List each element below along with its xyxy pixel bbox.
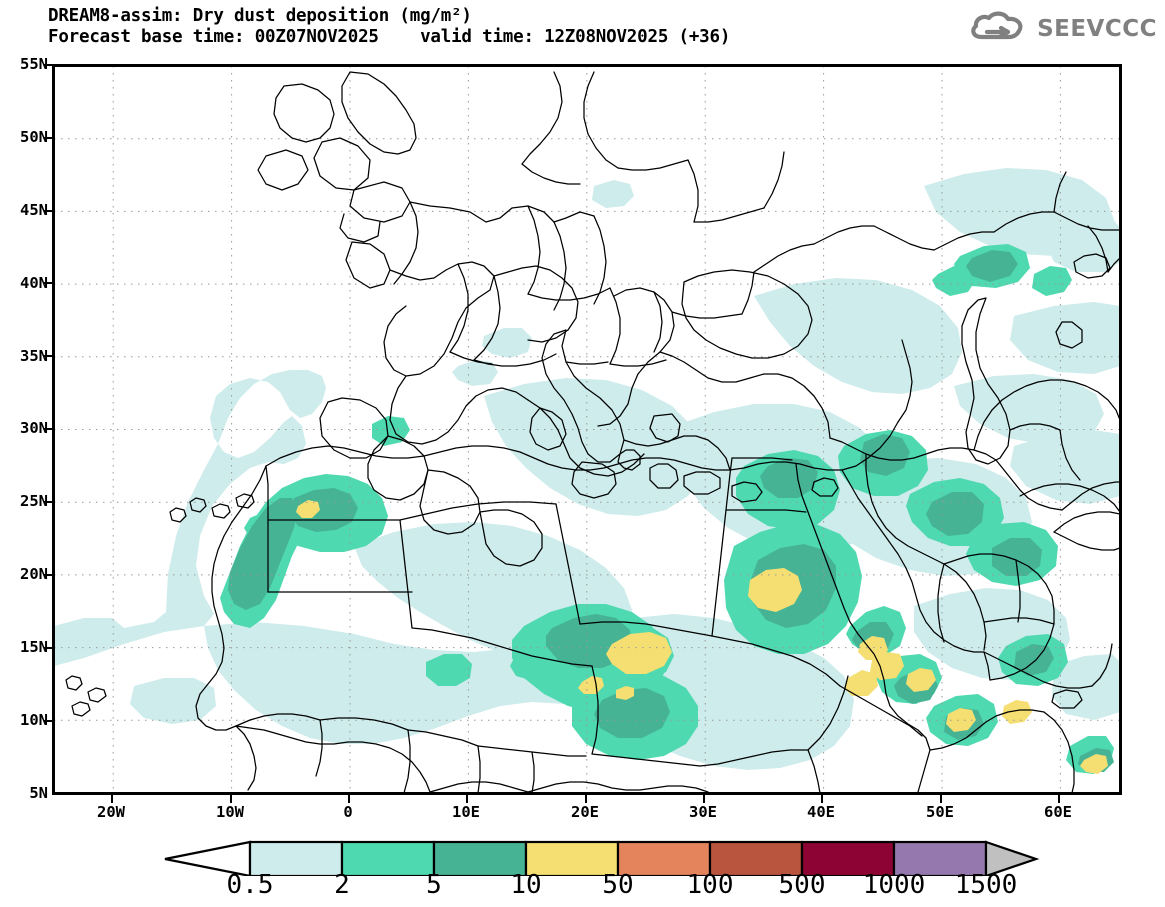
contour-band-10-50 [296,500,1108,774]
colorbar-over-arrow [984,840,1040,878]
y-tick-label-50n: 50N [20,128,48,146]
y-tick-label-30n: 30N [20,419,48,437]
x-tick-mark [940,795,942,803]
x-tick-label-60e: 60E [1044,803,1072,821]
y-tick-label-35n: 35N [20,347,48,365]
y-tick-label-55n: 55N [20,55,48,73]
colorbar-label-1500: 1500 [954,870,1018,900]
y-tick-mark [44,355,52,357]
map-plot-area [52,64,1122,795]
lat-lon-grid [54,66,1120,793]
y-tick-mark [44,210,52,212]
coastlines-and-borders [65,71,1120,793]
x-tick-mark [348,795,350,803]
colorbar-label-100: 100 [686,870,734,900]
y-tick-mark [44,137,52,139]
seevccc-logo: SEEVCCC [968,10,1157,48]
x-tick-label-10e: 10E [452,803,480,821]
x-tick-label-30e: 30E [689,803,717,821]
y-tick-mark [44,282,52,284]
x-tick-label-0: 0 [343,803,353,821]
colorbar-label-500: 500 [778,870,826,900]
x-tick-label-20w: 20W [97,803,125,821]
chart-title-block: DREAM8-assim: Dry dust deposition (mg/m²… [48,6,948,48]
x-tick-mark [230,795,232,803]
colorbar-block-500-1000 [800,840,896,878]
x-tick-mark [466,795,468,803]
colorbar-label-5: 5 [426,870,442,900]
forecast-time-subtitle: Forecast base time: 00Z07NOV2025 valid t… [48,27,731,47]
y-tick-mark [44,647,52,649]
y-tick-label-20n: 20N [20,565,48,583]
x-tick-mark [1058,795,1060,803]
x-tick-mark [111,795,113,803]
y-tick-mark [44,574,52,576]
y-tick-label-45n: 45N [20,201,48,219]
x-tick-label-10w: 10W [216,803,244,821]
cloud-icon [968,10,1030,48]
colorbar: 0.5 2 5 10 50 100 500 1000 1500 [0,836,1165,907]
y-tick-label-10n: 10N [20,711,48,729]
colorbar-label-10: 10 [510,870,542,900]
colorbar-block-100-500 [708,840,804,878]
colorbar-label-50: 50 [602,870,634,900]
y-tick-mark [44,501,52,503]
colorbar-label-1000: 1000 [862,870,926,900]
x-tick-label-40e: 40E [807,803,835,821]
y-tick-label-40n: 40N [20,274,48,292]
colorbar-label-2: 2 [334,870,350,900]
colorbar-tick-labels: 0.5 2 5 10 50 100 500 1000 1500 [0,870,1165,906]
x-tick-mark [821,795,823,803]
y-tick-mark [44,428,52,430]
x-tick-label-20e: 20E [571,803,599,821]
x-tick-label-50e: 50E [926,803,954,821]
y-tick-label-15n: 15N [20,638,48,656]
x-tick-mark [585,795,587,803]
y-tick-mark [44,720,52,722]
map-svg [54,66,1120,793]
y-tick-mark [44,64,52,66]
y-tick-label-5n: 5N [29,784,48,802]
colorbar-label-0p5: 0.5 [226,870,274,900]
logo-text: SEEVCCC [1037,16,1157,42]
page-title: DREAM8-assim: Dry dust deposition (mg/m²… [48,6,472,26]
x-tick-mark [703,795,705,803]
y-tick-label-25n: 25N [20,492,48,510]
